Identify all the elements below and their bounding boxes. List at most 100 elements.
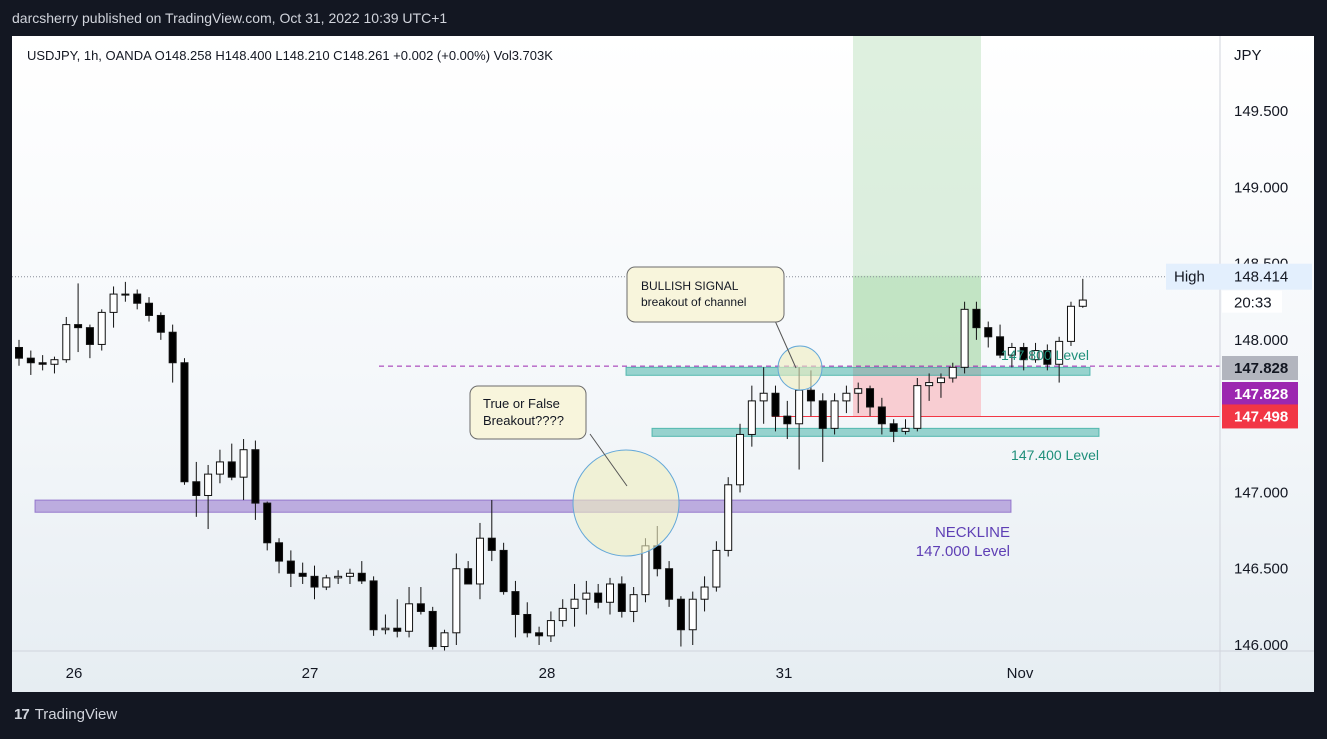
candle-down [1043, 350, 1052, 365]
high-value-bg [1222, 263, 1312, 290]
candle [452, 553, 461, 645]
candle [629, 587, 638, 623]
y-tick-label: 146.500 [1234, 561, 1288, 578]
candle [936, 373, 945, 398]
candle-down [617, 583, 626, 612]
candle-down [653, 545, 662, 570]
y-tick-label: 149.000 [1234, 179, 1288, 196]
candle [759, 367, 768, 424]
candle [984, 321, 993, 348]
candle [180, 358, 189, 485]
candle-up [239, 449, 248, 478]
zone-level-147.8 [625, 366, 1091, 376]
candle [1043, 344, 1052, 371]
candle-down [275, 542, 284, 562]
breakout-circle-large [572, 449, 680, 557]
candle-down [535, 632, 544, 637]
candle-up [345, 572, 354, 577]
candle-up [901, 427, 910, 432]
candle-down [26, 357, 35, 364]
candle [133, 289, 142, 310]
candle [1019, 342, 1028, 371]
candle-down [877, 406, 886, 425]
callout-bullish-line1: BULLISH SIGNAL [641, 279, 739, 293]
candle-up [50, 359, 59, 365]
candle-down [393, 627, 402, 632]
candle [499, 542, 508, 595]
price-tag-purple [1222, 382, 1298, 406]
callout-pointer-bullish [771, 313, 797, 369]
candle [724, 477, 733, 557]
chart-frame[interactable]: True or False Breakout???? BULLISH SIGNAL b… [12, 36, 1314, 692]
candle [393, 599, 402, 638]
position-target-zone [853, 36, 981, 367]
symbol-legend: USDJPY, 1h, OANDA O148.258 H148.400 L148… [27, 48, 553, 63]
x-tick-label: 31 [776, 665, 793, 682]
candle [617, 576, 626, 618]
candle [747, 385, 756, 447]
candle [700, 576, 709, 612]
candle [440, 629, 449, 652]
candle [38, 355, 47, 371]
candle-down [298, 572, 307, 577]
candle-up [381, 627, 390, 631]
candle [889, 419, 898, 443]
candle [121, 281, 130, 302]
candle-down [783, 415, 792, 425]
candle-up [913, 385, 922, 429]
candle-up [724, 484, 733, 551]
candle [275, 538, 284, 574]
position-filled-zone [853, 275, 981, 367]
candle-down [286, 560, 295, 574]
candle [15, 339, 23, 366]
candle-down [771, 392, 780, 417]
candle-down [984, 327, 993, 338]
candle [74, 283, 83, 353]
tradingview-logo-icon: 17 [14, 706, 30, 723]
candle [239, 439, 248, 501]
callout-true-false [469, 385, 587, 440]
candle [251, 440, 260, 520]
candle-up [334, 575, 343, 579]
callout-tf-line1: True or False [483, 396, 560, 411]
candle-up [948, 366, 957, 379]
candle [972, 301, 981, 340]
candle [901, 419, 910, 435]
candle [948, 362, 957, 383]
candle-down [227, 461, 236, 478]
candle-up [629, 594, 638, 612]
candle [322, 574, 331, 591]
candle-down [156, 314, 165, 333]
candle [168, 324, 177, 383]
candle-down [428, 610, 437, 648]
candle-up [109, 293, 118, 313]
x-tick-label: 28 [539, 665, 556, 682]
brand-footer[interactable]: 17 TradingView [14, 706, 117, 723]
candle [877, 397, 886, 435]
candle-up [700, 586, 709, 600]
candle-up [440, 632, 449, 648]
candle-down [972, 308, 981, 329]
candle [665, 561, 674, 607]
candle-up [688, 598, 697, 631]
candle-up [1007, 346, 1016, 356]
zone-neckline [34, 499, 1012, 513]
candle-up [405, 603, 414, 632]
candle [558, 599, 567, 627]
chart-svg[interactable]: True or False Breakout???? BULLISH SIGNAL b… [12, 36, 1314, 692]
high-tag-bg [1166, 263, 1222, 290]
candle [676, 596, 685, 647]
callout-tf-line2: Breakout???? [483, 413, 564, 428]
candle [381, 614, 390, 635]
candle [369, 576, 378, 636]
candle-up [322, 577, 331, 588]
candle-down [594, 592, 603, 603]
candle [736, 423, 745, 493]
candle-up [1031, 350, 1040, 361]
candle [405, 587, 414, 638]
candle-down [806, 389, 815, 402]
candle-up [960, 308, 969, 368]
candle-down [996, 336, 1005, 356]
candle [546, 611, 555, 642]
candle-down [15, 346, 23, 359]
